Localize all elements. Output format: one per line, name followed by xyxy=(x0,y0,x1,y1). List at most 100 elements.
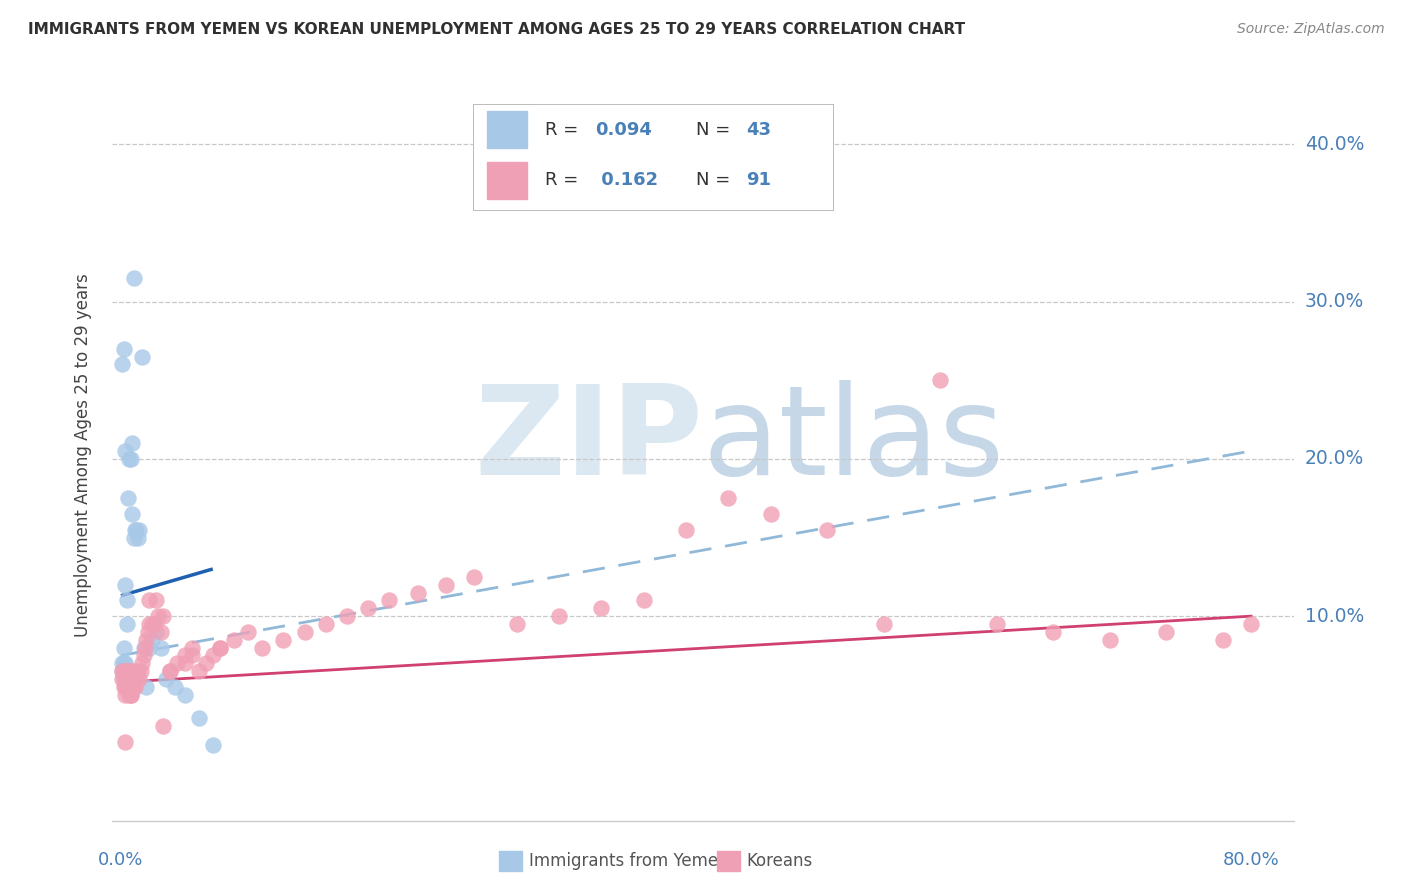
Point xyxy=(122,672,145,686)
Point xyxy=(155,672,177,686)
Point xyxy=(120,688,142,702)
Point xyxy=(117,672,139,686)
Point xyxy=(114,735,136,749)
Point xyxy=(146,609,169,624)
Point xyxy=(986,617,1008,632)
Point xyxy=(121,507,143,521)
Point xyxy=(114,680,136,694)
Point xyxy=(112,640,135,655)
Point xyxy=(112,657,135,671)
Point xyxy=(187,664,209,678)
Point xyxy=(136,624,159,639)
Text: Source: ZipAtlas.com: Source: ZipAtlas.com xyxy=(1237,22,1385,37)
Point xyxy=(336,609,359,624)
Point xyxy=(201,738,224,752)
Point xyxy=(121,680,143,694)
Point xyxy=(131,350,153,364)
Text: 20.0%: 20.0% xyxy=(1305,450,1364,468)
Point xyxy=(159,664,181,678)
Point xyxy=(815,523,838,537)
Point xyxy=(633,593,655,607)
Point xyxy=(378,593,401,607)
Point xyxy=(114,664,136,678)
Point xyxy=(111,664,134,678)
Point xyxy=(114,672,136,686)
Point xyxy=(141,617,163,632)
Point xyxy=(111,672,134,686)
Point xyxy=(112,680,135,694)
Point xyxy=(125,672,148,686)
Point xyxy=(138,640,160,655)
Point xyxy=(115,672,138,686)
Point xyxy=(759,507,782,521)
Point xyxy=(180,648,202,663)
Point xyxy=(115,664,138,678)
Point xyxy=(114,577,136,591)
Point xyxy=(138,617,160,632)
Point xyxy=(115,680,138,694)
Point xyxy=(122,672,145,686)
Point xyxy=(222,632,245,647)
Point xyxy=(117,664,139,678)
Point xyxy=(208,640,231,655)
Text: 0.0%: 0.0% xyxy=(98,851,143,869)
Point xyxy=(252,640,274,655)
Point xyxy=(201,648,224,663)
Point xyxy=(159,664,181,678)
Point xyxy=(118,680,141,694)
Point xyxy=(117,491,139,505)
Point xyxy=(273,632,295,647)
Point xyxy=(121,680,143,694)
Point xyxy=(118,672,141,686)
Point xyxy=(122,271,145,285)
Point xyxy=(115,680,138,694)
Point xyxy=(117,672,139,686)
Point xyxy=(120,672,142,686)
Point xyxy=(406,585,429,599)
Point xyxy=(173,657,195,671)
Point xyxy=(124,523,146,537)
Point xyxy=(294,624,316,639)
Point xyxy=(111,664,134,678)
Point xyxy=(132,640,155,655)
Point xyxy=(127,531,149,545)
Point xyxy=(114,688,136,702)
Point xyxy=(114,657,136,671)
Point xyxy=(138,593,160,607)
Point xyxy=(873,617,896,632)
Point xyxy=(548,609,571,624)
Point xyxy=(591,601,613,615)
Point xyxy=(163,680,186,694)
Point xyxy=(124,672,146,686)
Point xyxy=(1042,624,1064,639)
Point xyxy=(128,523,150,537)
Point xyxy=(121,664,143,678)
Point xyxy=(505,617,527,632)
Point xyxy=(145,593,167,607)
Point xyxy=(118,688,141,702)
Text: IMMIGRANTS FROM YEMEN VS KOREAN UNEMPLOYMENT AMONG AGES 25 TO 29 YEARS CORRELATI: IMMIGRANTS FROM YEMEN VS KOREAN UNEMPLOY… xyxy=(28,22,966,37)
Point xyxy=(118,664,141,678)
Point xyxy=(208,640,231,655)
Point xyxy=(118,451,141,466)
Point xyxy=(118,664,141,678)
Point xyxy=(1098,632,1121,647)
Y-axis label: Unemployment Among Ages 25 to 29 years: Unemployment Among Ages 25 to 29 years xyxy=(73,273,91,637)
Point xyxy=(1156,624,1178,639)
Point xyxy=(124,664,146,678)
Text: 80.0%: 80.0% xyxy=(1223,851,1279,869)
Point xyxy=(1212,632,1234,647)
Point xyxy=(173,688,195,702)
Text: atlas: atlas xyxy=(703,380,1005,500)
Text: Immigrants from Yemen: Immigrants from Yemen xyxy=(529,852,728,870)
Point xyxy=(122,680,145,694)
Point xyxy=(149,640,172,655)
Point xyxy=(1240,617,1263,632)
Text: 40.0%: 40.0% xyxy=(1305,135,1364,153)
Point xyxy=(152,719,174,733)
Point xyxy=(112,664,135,678)
Point xyxy=(134,640,156,655)
Point xyxy=(112,672,135,686)
Point xyxy=(236,624,259,639)
Point xyxy=(127,664,149,678)
